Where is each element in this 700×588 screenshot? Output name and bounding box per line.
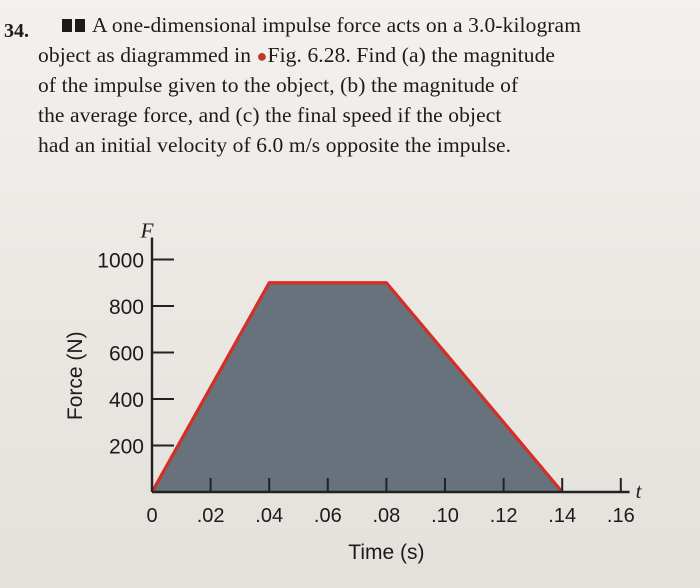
problem-line-3: of the impulse given to the object, (b) … xyxy=(38,73,519,97)
problem-number: 34. xyxy=(4,20,29,42)
figure-reference-bullet-icon: ● xyxy=(256,46,268,66)
x-tick-label: .10 xyxy=(431,505,459,527)
x-tick-label: .06 xyxy=(314,505,342,527)
problem-line-1: A one-dimensional impulse force acts on … xyxy=(92,13,582,37)
x-tick-label: 0 xyxy=(146,505,157,527)
y-axis-symbol: F xyxy=(140,219,154,243)
problem-line-2-start: object as diagrammed in xyxy=(38,43,252,67)
force-curve xyxy=(150,281,564,494)
y-tick-label: 600 xyxy=(109,343,144,366)
x-tick-label: .14 xyxy=(548,505,576,527)
x-axis-label: Time (s) xyxy=(348,541,424,564)
double-square-difficulty-icon xyxy=(60,16,90,34)
y-tick-label: 400 xyxy=(109,389,144,412)
problem-line-5: had an initial velocity of 6.0 m/s oppos… xyxy=(38,133,512,157)
problem-line-4: the average force, and (c) the final spe… xyxy=(38,103,502,127)
problem-line-2: object as diagrammed in ●Fig. 6.28. Find… xyxy=(38,42,555,69)
x-axis-symbol: t xyxy=(636,479,643,503)
x-tick-label: .16 xyxy=(607,505,635,527)
x-tick-label: .02 xyxy=(197,505,225,527)
x-tick-label: .12 xyxy=(490,505,518,527)
y-tick-label: 1000 xyxy=(97,250,144,273)
y-axis-label: Force (N) xyxy=(64,331,87,420)
y-tick-label: 800 xyxy=(109,296,144,319)
x-tick-label: .04 xyxy=(255,505,283,527)
impulse-area xyxy=(152,282,563,492)
force-time-graph: 1000 800 600 400 200 0 .02 .04 .06 .08 .10 .12 .14 .1… xyxy=(64,219,643,565)
y-tick-label: 200 xyxy=(109,436,144,459)
problem-line-2-end: Fig. 6.28. Find (a) the magnitude xyxy=(267,43,556,67)
x-tick-label: .08 xyxy=(372,505,400,527)
